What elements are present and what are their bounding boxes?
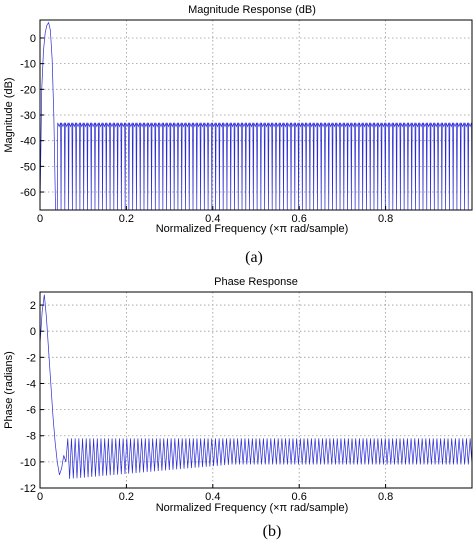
phase-chart: Phase Response 0 0.2 0.4 0.6 0.8 2 0 -2 -4 -6 -8 -1…	[3, 276, 473, 540]
phase-ytick-label: 0	[30, 326, 36, 338]
phase-plot-frame	[39, 291, 473, 489]
phase-ytick-label: -4	[26, 378, 36, 390]
magnitude-xtick-label: 0.2	[119, 213, 134, 225]
magnitude-series-line	[39, 21, 473, 211]
magnitude-xtick-label: 0.8	[378, 213, 393, 225]
magnitude-ytick-label: -30	[20, 110, 36, 122]
magnitude-ytick-label: 0	[30, 33, 36, 45]
magnitude-xtick-label: 0	[37, 213, 43, 225]
magnitude-xtick-label: 0.6	[292, 213, 307, 225]
magnitude-xlabel: Normalized Frequency (×π rad/sample)	[156, 223, 349, 235]
magnitude-ylabel: Magnitude (dB)	[3, 77, 15, 152]
phase-ticks: 0 0.2 0.4 0.6 0.8 2 0 -2 -4 -6 -8 -10 -12	[20, 300, 393, 503]
phase-ytick-label: -10	[20, 457, 36, 469]
magnitude-caption: (a)	[245, 249, 263, 266]
phase-xtick-label: 0.2	[119, 491, 134, 503]
magnitude-xtick-label: 0.4	[205, 213, 220, 225]
magnitude-grid	[40, 20, 472, 210]
magnitude-ytick-label: -50	[20, 161, 36, 173]
phase-ytick-label: -6	[26, 405, 36, 417]
magnitude-ticks: 0 0.2 0.4 0.6 0.8 0 -10 -20 -30 -40 -50 -60	[20, 33, 393, 225]
phase-ytick-label: -12	[20, 483, 36, 495]
magnitude-ytick-label: -40	[20, 136, 36, 148]
phase-xtick-label: 0.6	[292, 491, 307, 503]
magnitude-chart: Magnitude Response (dB) 0 0.2 0.4 0.6 0.8 0 -1…	[3, 4, 473, 266]
phase-ytick-label: -2	[26, 352, 36, 364]
magnitude-ytick-label: -10	[20, 59, 36, 71]
phase-title: Phase Response	[214, 276, 298, 288]
magnitude-title: Magnitude Response (dB)	[188, 4, 316, 16]
phase-ytick-label: 2	[30, 300, 36, 312]
phase-xtick-label: 0.4	[205, 491, 220, 503]
phase-grid	[40, 292, 472, 488]
phase-xlabel: Normalized Frequency (×π rad/sample)	[156, 502, 349, 514]
phase-ylabel: Phase (radians)	[3, 351, 15, 429]
phase-caption: (b)	[263, 523, 282, 540]
magnitude-ytick-label: -60	[20, 187, 36, 199]
phase-xtick-label: 0	[37, 491, 43, 503]
phase-series-line	[39, 294, 473, 479]
phase-xtick-label: 0.8	[378, 491, 393, 503]
phase-ytick-label: -8	[26, 431, 36, 443]
magnitude-ytick-label: -20	[20, 84, 36, 96]
